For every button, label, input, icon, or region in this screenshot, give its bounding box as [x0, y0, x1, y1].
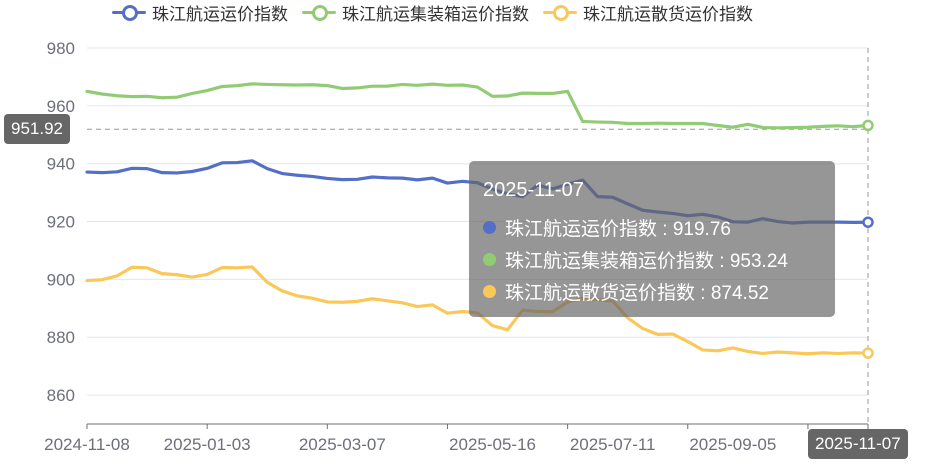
- series-endpoint-marker: [862, 119, 874, 132]
- tooltip-row-text: 珠江航运运价指数 : 919.76: [505, 218, 731, 240]
- series-line[interactable]: [85, 82, 870, 130]
- series-marker-icon: [483, 252, 496, 266]
- tooltip-row-text: 珠江航运集装箱运价指数 : 953.24: [505, 250, 788, 272]
- x-tick-label: 2024-11-08: [44, 435, 130, 454]
- y-tick-label: 900: [47, 270, 75, 289]
- series-marker-icon: [483, 284, 496, 298]
- legend-item-freight-index[interactable]: 珠江航运运价指数: [112, 0, 288, 25]
- x-tick-label: 2025-05-16: [449, 435, 536, 454]
- legend: 珠江航运运价指数 珠江航运集装箱运价指数 珠江航运散货运价指数: [112, 0, 753, 24]
- tooltip-title: 2025-11-07: [483, 179, 584, 201]
- series-endpoint-marker: [862, 216, 874, 228]
- tooltip-row: 珠江航运运价指数 : 919.76: [483, 211, 821, 243]
- y-tick-label: 880: [47, 328, 75, 347]
- x-axis-pointer-label: 2025-11-07: [808, 429, 908, 459]
- legend-item-bulk-index[interactable]: 珠江航运散货运价指数: [543, 0, 753, 25]
- series-endpoint-marker: [862, 347, 874, 359]
- y-tick-label: 960: [47, 97, 75, 116]
- legend-label: 珠江航运集装箱运价指数: [342, 4, 529, 24]
- x-tick-label: 2025-07-11: [570, 435, 656, 454]
- y-tick-label: 980: [47, 39, 75, 58]
- legend-line-icon: [112, 5, 146, 21]
- legend-item-container-index[interactable]: 珠江航运集装箱运价指数: [302, 0, 529, 25]
- legend-label: 珠江航运运价指数: [152, 4, 288, 24]
- series-marker-icon: [483, 220, 496, 234]
- tooltip-row: 珠江航运散货运价指数 : 874.52: [483, 275, 821, 307]
- tooltip-row: 珠江航运集装箱运价指数 : 953.24: [483, 243, 821, 275]
- y-axis-pointer-label: 951.92: [4, 114, 70, 144]
- tooltip: 2025-11-07 珠江航运运价指数 : 919.76 珠江航运集装箱运价指数…: [469, 161, 835, 317]
- legend-line-icon: [543, 5, 577, 21]
- x-tick-label: 2025-01-03: [164, 435, 251, 454]
- legend-line-icon: [302, 5, 336, 21]
- y-axis: 860 880 900 920 940 960 980: [47, 39, 75, 405]
- axis-pointers: [87, 48, 869, 424]
- x-tick-label: 2025-03-07: [299, 435, 386, 454]
- legend-label: 珠江航运散货运价指数: [583, 4, 753, 24]
- y-tick-label: 940: [47, 155, 75, 174]
- x-axis: 2024-11-08 2025-01-03 2025-03-07 2025-05-16…: [44, 423, 869, 454]
- y-tick-label: 860: [47, 386, 75, 405]
- tooltip-row-text: 珠江航运散货运价指数 : 874.52: [505, 282, 769, 304]
- x-tick-label: 2025-09-05: [689, 435, 776, 454]
- y-tick-label: 920: [47, 213, 75, 232]
